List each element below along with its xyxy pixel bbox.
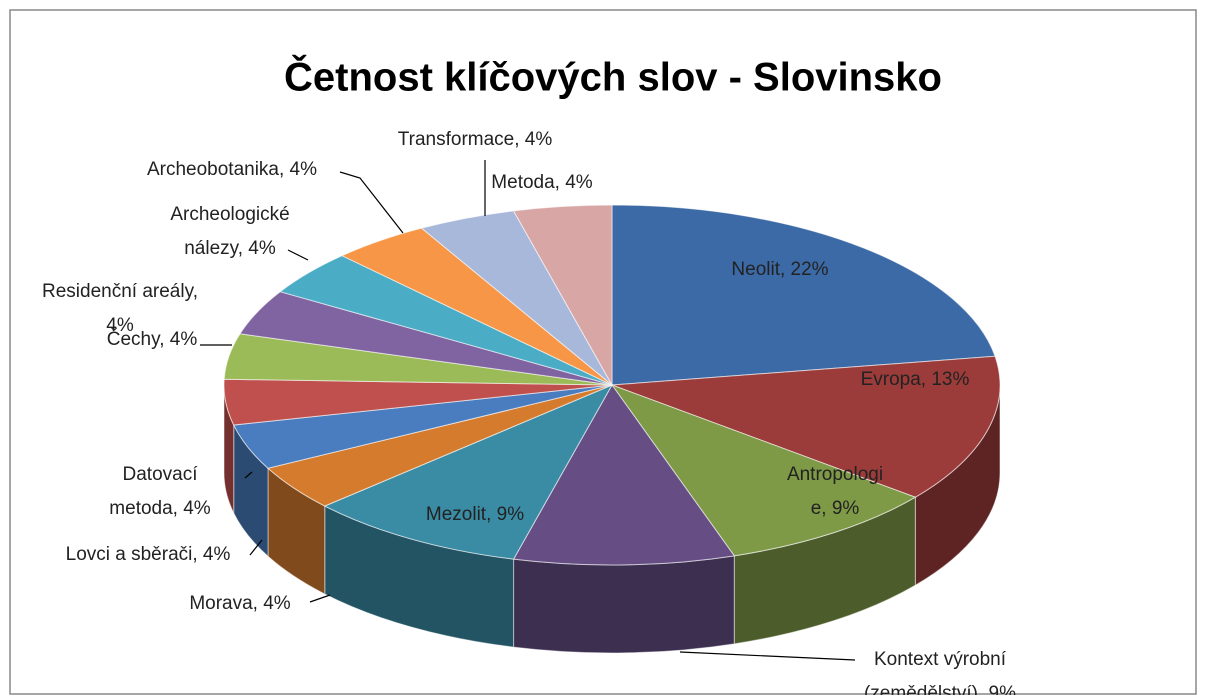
pie-slice (512, 384, 736, 566)
data-label-line: 4% (106, 315, 134, 336)
data-label: Kontext výrobní (zemědělství), 9% (864, 649, 1016, 695)
leader-line (244, 471, 253, 479)
chart-title: Četnost klíčových slov - Slovinsko (284, 54, 942, 100)
pie-slice (611, 204, 996, 386)
data-label-line: metoda, 4% (109, 498, 210, 519)
data-label: Transformace, 4% (398, 129, 553, 150)
pie-side (513, 555, 735, 654)
data-label: Residenční areály, 4% (42, 281, 198, 336)
pie-slice (611, 355, 1001, 498)
data-label: Datovací metoda, 4% (109, 464, 210, 519)
leader-line (679, 651, 856, 661)
data-label-line: Archeologické (170, 204, 289, 225)
data-label: Metoda, 4% (491, 172, 592, 193)
data-label: Lovci a sběrači, 4% (66, 544, 231, 565)
data-label-line: Datovací (123, 464, 199, 485)
data-label-line: nálezy, 4% (184, 238, 276, 259)
data-label-line: Residenční areály, (42, 281, 198, 302)
data-label-line: e, 9% (811, 498, 860, 519)
data-label-line: Kontext výrobní (874, 649, 1007, 670)
data-label: Čechy, 4% (107, 328, 198, 350)
data-label: Archeobotanika, 4% (147, 159, 317, 180)
data-label: Neolit, 22% (731, 259, 828, 280)
leader-line (339, 171, 404, 234)
data-label-line: Antropologi (787, 464, 883, 485)
pie-slice (512, 204, 613, 387)
leader-line (249, 539, 263, 556)
data-label: Archeologické nálezy, 4% (170, 204, 289, 259)
pie-slice (610, 383, 917, 557)
data-label-line: (zemědělství), 9% (864, 683, 1016, 695)
leader-line (309, 594, 331, 603)
data-label: Antropologi e, 9% (787, 464, 883, 519)
data-label: Mezolit, 9% (426, 504, 524, 525)
leader-line (287, 249, 309, 261)
pie-slice (323, 383, 614, 560)
data-label: Morava, 4% (189, 593, 290, 614)
data-label: Evropa, 13% (861, 369, 970, 390)
